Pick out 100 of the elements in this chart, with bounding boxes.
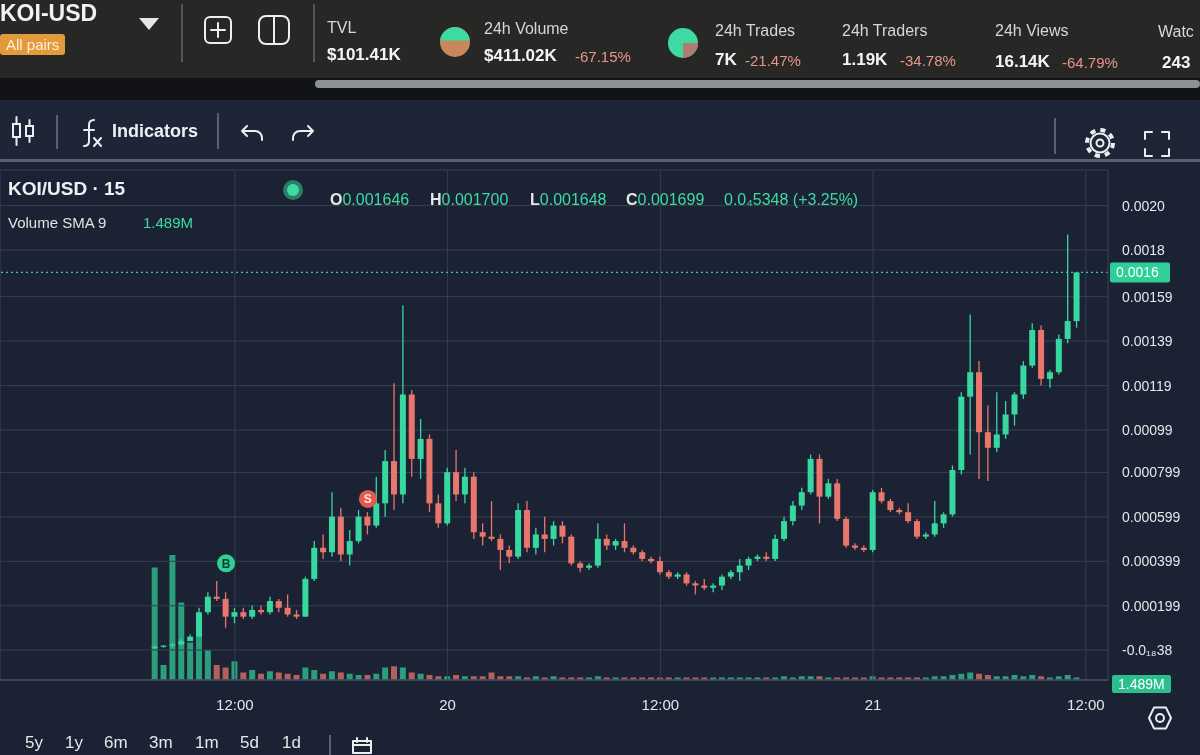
x-tick-label: 20 — [439, 696, 456, 713]
badge: S — [358, 489, 377, 508]
candlestick — [461, 467, 468, 504]
bar — [169, 555, 176, 680]
text: 7K — [715, 50, 737, 70]
x-tick-label: 12:00 — [1067, 696, 1105, 713]
text: 5d — [240, 733, 259, 753]
x-tick-label: 12:00 — [641, 696, 680, 713]
candlestick — [559, 520, 566, 544]
candlestick — [798, 487, 805, 511]
candlestick — [736, 558, 743, 582]
candlestick — [825, 478, 832, 500]
annotation: C0.001699 — [626, 191, 705, 208]
y-tick-label: 0.00139 — [1122, 333, 1173, 350]
candlestick — [213, 580, 220, 602]
text: 24h Trades — [715, 22, 796, 41]
y-tick-label: 0.0020 — [1122, 197, 1166, 214]
text: Watc — [1158, 23, 1194, 42]
text: 243 — [1162, 53, 1191, 73]
candlestick — [222, 591, 229, 629]
tag: All pairs — [0, 34, 66, 56]
candlestick — [364, 511, 371, 536]
y-tick-label: 0.000599 — [1122, 508, 1181, 525]
text: 5y — [25, 733, 43, 753]
y-tick-label: 0.00159 — [1122, 288, 1173, 305]
bar — [187, 642, 194, 680]
bar — [178, 602, 185, 680]
text: Indicators — [112, 121, 199, 142]
annotation: 0.0₄5348 (+3.25%) — [724, 191, 859, 210]
candlestick — [984, 404, 991, 482]
candlestick — [1011, 391, 1018, 427]
text: $101.41K — [327, 45, 401, 65]
candlestick — [913, 518, 920, 540]
candlestick — [1046, 369, 1053, 389]
candlestick — [453, 449, 460, 502]
x-tick-label: 12:00 — [216, 696, 254, 713]
y-tick-label: 0.000399 — [1122, 553, 1181, 570]
text: 24h Views — [995, 22, 1069, 41]
candlestick — [204, 591, 211, 616]
text: 0.0016 — [1116, 264, 1160, 281]
bar — [204, 650, 211, 680]
annotation: H0.001700 — [430, 191, 509, 208]
annotation: 1.489M — [143, 214, 194, 232]
y-tick-label: 0.000799 — [1122, 464, 1181, 481]
bar — [311, 670, 318, 680]
candlestick — [346, 529, 353, 567]
text: 16.14K — [995, 52, 1050, 72]
chart-title: KOI/USD · 15 — [8, 178, 126, 200]
bar — [328, 671, 335, 680]
annotation: S — [363, 492, 372, 507]
candlestick — [772, 533, 779, 562]
candlestick — [417, 418, 424, 480]
candlestick — [781, 516, 788, 542]
text: -64.79% — [1062, 54, 1118, 72]
candlestick — [258, 604, 265, 616]
tag: 1.489M — [1112, 675, 1171, 694]
y-tick-label: 0.00099 — [1122, 422, 1173, 438]
text: -21.47% — [745, 52, 801, 70]
chart-title: Volume SMA 9 — [8, 214, 107, 232]
candlestick — [488, 500, 495, 542]
text: -67.15% — [575, 48, 631, 66]
candlestick — [621, 522, 628, 553]
candlestick — [931, 500, 938, 538]
y-tick-label: -0.0₁₈38 — [1122, 642, 1173, 658]
text: 24h Volume — [484, 20, 569, 39]
candlestick — [993, 391, 1000, 453]
text: KOI-USD — [0, 0, 98, 27]
candlestick — [905, 502, 912, 524]
candlestick — [541, 516, 548, 553]
text: -34.78% — [900, 52, 956, 70]
y-tick-label: 0.000199 — [1122, 597, 1181, 614]
text: 1.19K — [842, 50, 888, 70]
candlestick — [710, 582, 717, 593]
candlestick — [789, 500, 796, 527]
text: 3m — [149, 733, 173, 753]
candlestick — [851, 542, 858, 551]
candlestick — [497, 533, 504, 571]
text: $411.02K — [484, 46, 557, 66]
bar — [391, 666, 398, 680]
candlestick — [550, 520, 557, 547]
candlestick — [532, 527, 539, 556]
text: TVL — [327, 19, 357, 38]
annotation: L0.001648 — [530, 191, 607, 208]
bar — [160, 665, 167, 680]
annotation: B — [221, 556, 231, 571]
bar — [249, 670, 256, 680]
candlestick — [586, 562, 593, 571]
text: 1d — [282, 733, 301, 753]
badge: B — [217, 554, 236, 573]
x-tick-label: 21 — [864, 696, 882, 713]
candlestick — [373, 476, 380, 529]
bar — [151, 567, 158, 680]
text: 24h Traders — [842, 22, 928, 41]
bar — [213, 665, 220, 680]
candlestick — [1002, 400, 1009, 440]
annotation: O0.001646 — [330, 191, 410, 208]
y-tick-label: 0.0018 — [1122, 242, 1166, 258]
candlestick — [479, 522, 486, 547]
text: 6m — [104, 733, 128, 753]
text: 1y — [65, 733, 83, 753]
